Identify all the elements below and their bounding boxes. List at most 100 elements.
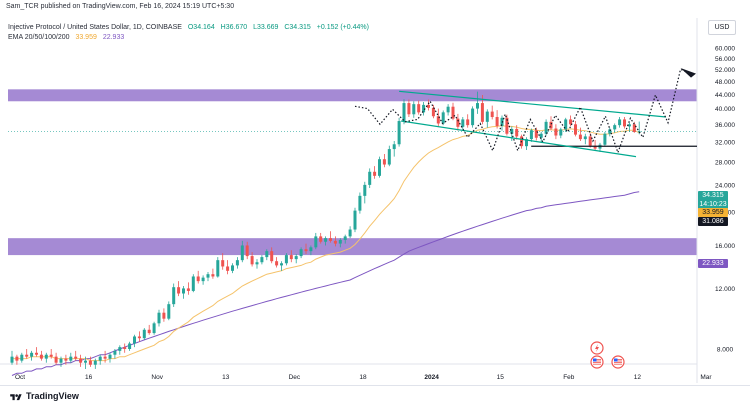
- candle: [368, 171, 372, 185]
- symbol-legend[interactable]: Injective Protocol / United States Dolla…: [8, 24, 373, 31]
- time-tick-label: 12: [634, 374, 642, 381]
- ema-legend[interactable]: EMA 20/50/100/200 33.959 22.933: [8, 34, 128, 41]
- candle: [324, 238, 328, 242]
- candle: [417, 104, 421, 113]
- candle: [137, 336, 141, 339]
- candle: [559, 129, 563, 136]
- price-tick-label: 40.000: [715, 106, 735, 113]
- time-tick-label: 16: [85, 374, 93, 381]
- candle: [133, 336, 136, 344]
- event-icons[interactable]: [590, 341, 625, 369]
- ema200-value: 22.933: [102, 34, 125, 41]
- us-flag-icon[interactable]: [611, 355, 625, 369]
- candle: [162, 312, 166, 319]
- candle: [172, 287, 176, 305]
- ema20-price-tag: 33.959: [698, 208, 728, 217]
- candle: [485, 111, 489, 122]
- ema20-line: [12, 125, 640, 362]
- us-flag-icon[interactable]: [590, 355, 604, 369]
- close-value: C34.315: [284, 24, 311, 31]
- change-value: +0.152 (+0.44%): [316, 24, 369, 31]
- candle: [515, 128, 519, 137]
- candle: [623, 119, 626, 127]
- price-tick-label: 24.000: [715, 182, 735, 189]
- footer: TradingView: [0, 385, 750, 408]
- candle: [211, 274, 215, 277]
- lightning-icon[interactable]: [590, 341, 604, 355]
- candle: [44, 354, 48, 359]
- candle: [446, 106, 450, 113]
- candle: [608, 129, 612, 134]
- publisher-line: Sam_TCR published on TradingView.com, Fe…: [6, 3, 235, 10]
- time-tick-label: Oct: [15, 374, 25, 381]
- candle: [196, 276, 200, 282]
- candle: [84, 360, 87, 363]
- time-tick-label: 13: [222, 374, 230, 381]
- ema20-value: 33.959: [75, 34, 97, 41]
- candle: [147, 329, 151, 334]
- currency-button[interactable]: USD: [708, 20, 736, 35]
- flag-canton: [614, 358, 618, 362]
- candle: [387, 149, 391, 165]
- symbol-title[interactable]: Injective Protocol / United States Dolla…: [8, 24, 182, 31]
- ema200-price-tag: 22.933: [698, 259, 728, 268]
- candle: [103, 356, 107, 359]
- support-price-tag: 31.086: [698, 217, 728, 226]
- candle: [113, 350, 117, 355]
- candle: [191, 276, 195, 291]
- candle: [39, 354, 43, 359]
- tradingview-logo-icon[interactable]: [8, 393, 24, 402]
- ema-title[interactable]: EMA 20/50/100/200: [8, 34, 70, 41]
- price-tick-label: 28.000: [715, 159, 735, 166]
- flag-stripe: [593, 360, 601, 362]
- candle: [167, 304, 171, 319]
- candle: [260, 257, 264, 263]
- candle: [294, 256, 298, 260]
- tradingview-brand[interactable]: TradingView: [26, 391, 79, 401]
- candle: [245, 245, 249, 257]
- time-tick-label: Feb: [563, 374, 575, 381]
- candle: [255, 262, 259, 265]
- projection-arrowhead: [680, 67, 696, 78]
- price-tick-label: 44.000: [715, 92, 735, 99]
- candle: [275, 261, 279, 266]
- candle: [314, 236, 318, 248]
- time-axis: Oct 16 Nov 13 Dec 18 2024 15 Feb 12 Mar: [0, 363, 712, 381]
- candle: [309, 247, 313, 252]
- candle: [206, 274, 210, 278]
- candle: [627, 124, 631, 127]
- indicator-lines: [8, 125, 697, 376]
- time-tick-label: 18: [359, 374, 367, 381]
- candle: [456, 118, 460, 127]
- candle: [201, 277, 205, 282]
- candle: [554, 128, 558, 136]
- candle: [632, 124, 636, 132]
- candle: [299, 249, 303, 257]
- price-tick-label: 48.000: [715, 79, 735, 86]
- candle: [284, 255, 288, 264]
- candle: [226, 266, 230, 271]
- candle: [49, 354, 53, 357]
- candle: [35, 352, 38, 355]
- candle: [544, 121, 548, 134]
- candle: [152, 323, 156, 334]
- candle: [510, 128, 514, 134]
- price-tick-label: 52.000: [715, 67, 735, 74]
- candle: [525, 139, 528, 147]
- candle: [59, 358, 63, 363]
- candle: [289, 255, 293, 260]
- price-tick-label: 32.000: [715, 139, 735, 146]
- candle: [319, 236, 323, 242]
- last-price-tag: 34.315 14:10:23: [698, 191, 728, 209]
- candle: [93, 360, 97, 365]
- candle: [250, 256, 254, 265]
- candle: [373, 171, 377, 176]
- candle: [54, 356, 58, 363]
- candle: [588, 136, 592, 146]
- candle: [593, 145, 597, 149]
- candle: [363, 184, 367, 196]
- candle: [412, 104, 416, 115]
- price-tick-label: 36.000: [715, 122, 735, 129]
- candle: [186, 288, 190, 291]
